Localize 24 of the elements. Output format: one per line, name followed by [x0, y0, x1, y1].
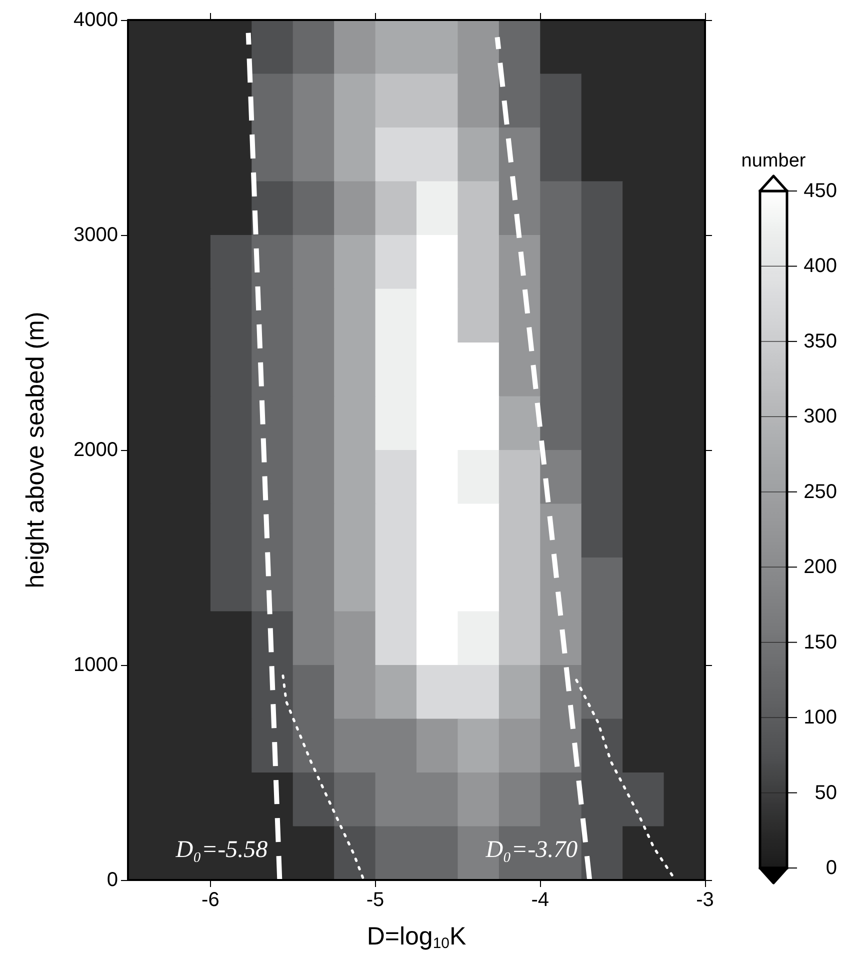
line-series	[282, 674, 365, 882]
color-bar-label: 250	[804, 480, 837, 503]
color-bar-label: 50	[814, 782, 837, 804]
y-axis-title: height above seabed (m)	[22, 312, 50, 588]
color-bar-label: 100	[804, 706, 837, 729]
color-bar-label: 200	[804, 556, 837, 578]
x-tick-label: -3	[696, 889, 714, 911]
annotation: D₀=-3.70	[484, 837, 578, 863]
y-tick-label: 4000	[74, 9, 118, 31]
color-bar-label: 300	[804, 406, 837, 428]
y-tick-label: 2000	[74, 439, 118, 461]
color-bar-label: 150	[804, 631, 837, 654]
y-tick-label: 1000	[74, 654, 118, 676]
y-tick-label: 3000	[74, 224, 118, 246]
color-bar-label: 400	[804, 255, 837, 278]
x-tick-label: -4	[531, 889, 550, 911]
annotation: D₀=-5.58	[174, 837, 268, 863]
x-tick-label: -6	[202, 889, 220, 911]
y-tick-label: 0	[106, 869, 118, 891]
color-bar-label: 450	[804, 180, 837, 202]
color-bar-title: number	[741, 150, 806, 172]
x-tick-label: -5	[366, 889, 384, 911]
color-bar-label: 350	[804, 330, 837, 352]
color-bar-label: 0	[826, 857, 837, 879]
